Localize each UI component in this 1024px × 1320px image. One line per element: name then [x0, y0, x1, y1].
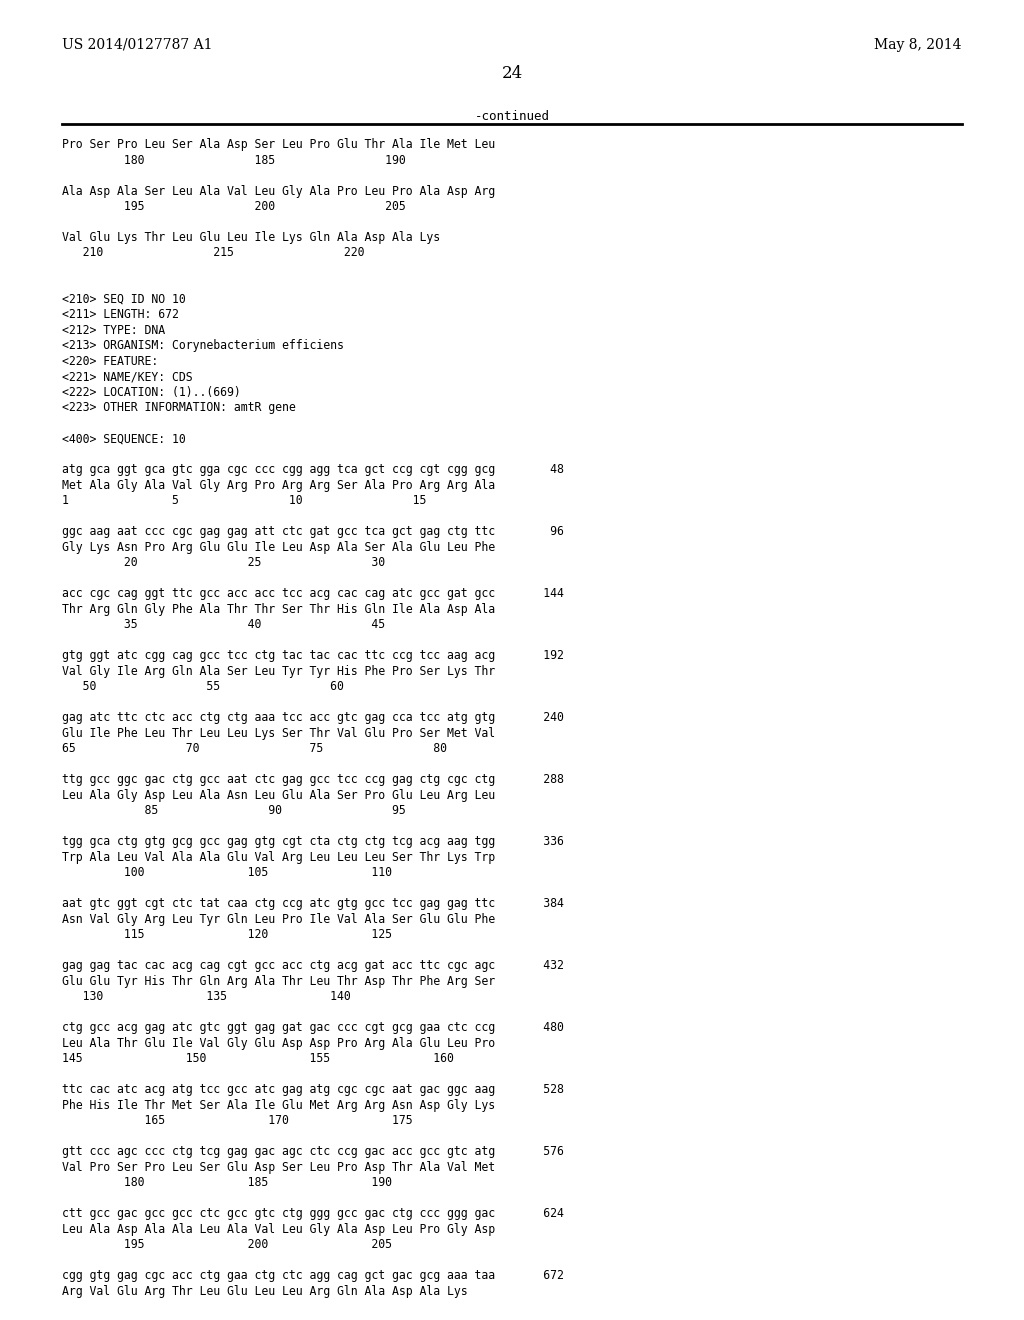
- Text: Glu Glu Tyr His Thr Gln Arg Ala Thr Leu Thr Asp Thr Phe Arg Ser: Glu Glu Tyr His Thr Gln Arg Ala Thr Leu …: [62, 975, 496, 987]
- Text: 65                70                75                80: 65 70 75 80: [62, 742, 447, 755]
- Text: ggc aag aat ccc cgc gag gag att ctc gat gcc tca gct gag ctg ttc        96: ggc aag aat ccc cgc gag gag att ctc gat …: [62, 525, 564, 539]
- Text: 180                185                190: 180 185 190: [62, 153, 406, 166]
- Text: Trp Ala Leu Val Ala Ala Glu Val Arg Leu Leu Leu Ser Thr Lys Trp: Trp Ala Leu Val Ala Ala Glu Val Arg Leu …: [62, 851, 496, 865]
- Text: 115               120               125: 115 120 125: [62, 928, 392, 941]
- Text: 195               200               205: 195 200 205: [62, 1238, 392, 1251]
- Text: ttg gcc ggc gac ctg gcc aat ctc gag gcc tcc ccg gag ctg cgc ctg       288: ttg gcc ggc gac ctg gcc aat ctc gag gcc …: [62, 774, 564, 787]
- Text: ctg gcc acg gag atc gtc ggt gag gat gac ccc cgt gcg gaa ctc ccg       480: ctg gcc acg gag atc gtc ggt gag gat gac …: [62, 1022, 564, 1035]
- Text: Asn Val Gly Arg Leu Tyr Gln Leu Pro Ile Val Ala Ser Glu Glu Phe: Asn Val Gly Arg Leu Tyr Gln Leu Pro Ile …: [62, 913, 496, 927]
- Text: Met Ala Gly Ala Val Gly Arg Pro Arg Arg Ser Ala Pro Arg Arg Ala: Met Ala Gly Ala Val Gly Arg Pro Arg Arg …: [62, 479, 496, 492]
- Text: May 8, 2014: May 8, 2014: [874, 38, 962, 51]
- Text: gag atc ttc ctc acc ctg ctg aaa tcc acc gtc gag cca tcc atg gtg       240: gag atc ttc ctc acc ctg ctg aaa tcc acc …: [62, 711, 564, 725]
- Text: ctt gcc gac gcc gcc ctc gcc gtc ctg ggg gcc gac ctg ccc ggg gac       624: ctt gcc gac gcc gcc ctc gcc gtc ctg ggg …: [62, 1208, 564, 1221]
- Text: Val Gly Ile Arg Gln Ala Ser Leu Tyr Tyr His Phe Pro Ser Lys Thr: Val Gly Ile Arg Gln Ala Ser Leu Tyr Tyr …: [62, 665, 496, 678]
- Text: <211> LENGTH: 672: <211> LENGTH: 672: [62, 309, 179, 322]
- Text: ttc cac atc acg atg tcc gcc atc gag atg cgc cgc aat gac ggc aag       528: ttc cac atc acg atg tcc gcc atc gag atg …: [62, 1084, 564, 1097]
- Text: <220> FEATURE:: <220> FEATURE:: [62, 355, 159, 368]
- Text: 24: 24: [502, 65, 522, 82]
- Text: tgg gca ctg gtg gcg gcc gag gtg cgt cta ctg ctg tcg acg aag tgg       336: tgg gca ctg gtg gcg gcc gag gtg cgt cta …: [62, 836, 564, 849]
- Text: 210                215                220: 210 215 220: [62, 247, 365, 260]
- Text: 195                200                205: 195 200 205: [62, 201, 406, 213]
- Text: <213> ORGANISM: Corynebacterium efficiens: <213> ORGANISM: Corynebacterium efficien…: [62, 339, 344, 352]
- Text: 180               185               190: 180 185 190: [62, 1176, 392, 1189]
- Text: 130               135               140: 130 135 140: [62, 990, 351, 1003]
- Text: 145               150               155               160: 145 150 155 160: [62, 1052, 454, 1065]
- Text: Thr Arg Gln Gly Phe Ala Thr Thr Ser Thr His Gln Ile Ala Asp Ala: Thr Arg Gln Gly Phe Ala Thr Thr Ser Thr …: [62, 603, 496, 616]
- Text: <400> SEQUENCE: 10: <400> SEQUENCE: 10: [62, 433, 185, 446]
- Text: Leu Ala Asp Ala Ala Leu Ala Val Leu Gly Ala Asp Leu Pro Gly Asp: Leu Ala Asp Ala Ala Leu Ala Val Leu Gly …: [62, 1224, 496, 1236]
- Text: <221> NAME/KEY: CDS: <221> NAME/KEY: CDS: [62, 371, 193, 384]
- Text: Ala Asp Ala Ser Leu Ala Val Leu Gly Ala Pro Leu Pro Ala Asp Arg: Ala Asp Ala Ser Leu Ala Val Leu Gly Ala …: [62, 185, 496, 198]
- Text: -continued: -continued: [474, 110, 550, 123]
- Text: acc cgc cag ggt ttc gcc acc acc tcc acg cac cag atc gcc gat gcc       144: acc cgc cag ggt ttc gcc acc acc tcc acg …: [62, 587, 564, 601]
- Text: 100               105               110: 100 105 110: [62, 866, 392, 879]
- Text: atg gca ggt gca gtc gga cgc ccc cgg agg tca gct ccg cgt cgg gcg        48: atg gca ggt gca gtc gga cgc ccc cgg agg …: [62, 463, 564, 477]
- Text: gtg ggt atc cgg cag gcc tcc ctg tac tac cac ttc ccg tcc aag acg       192: gtg ggt atc cgg cag gcc tcc ctg tac tac …: [62, 649, 564, 663]
- Text: Val Glu Lys Thr Leu Glu Leu Ile Lys Gln Ala Asp Ala Lys: Val Glu Lys Thr Leu Glu Leu Ile Lys Gln …: [62, 231, 440, 244]
- Text: Phe His Ile Thr Met Ser Ala Ile Glu Met Arg Arg Asn Asp Gly Lys: Phe His Ile Thr Met Ser Ala Ile Glu Met …: [62, 1100, 496, 1111]
- Text: 85                90                95: 85 90 95: [62, 804, 406, 817]
- Text: <223> OTHER INFORMATION: amtR gene: <223> OTHER INFORMATION: amtR gene: [62, 401, 296, 414]
- Text: 35                40                45: 35 40 45: [62, 619, 385, 631]
- Text: cgg gtg gag cgc acc ctg gaa ctg ctc agg cag gct gac gcg aaa taa       672: cgg gtg gag cgc acc ctg gaa ctg ctc agg …: [62, 1270, 564, 1283]
- Text: Arg Val Glu Arg Thr Leu Glu Leu Leu Arg Gln Ala Asp Ala Lys: Arg Val Glu Arg Thr Leu Glu Leu Leu Arg …: [62, 1284, 468, 1298]
- Text: 165               170               175: 165 170 175: [62, 1114, 413, 1127]
- Text: US 2014/0127787 A1: US 2014/0127787 A1: [62, 38, 213, 51]
- Text: aat gtc ggt cgt ctc tat caa ctg ccg atc gtg gcc tcc gag gag ttc       384: aat gtc ggt cgt ctc tat caa ctg ccg atc …: [62, 898, 564, 911]
- Text: 50                55                60: 50 55 60: [62, 681, 344, 693]
- Text: Val Pro Ser Pro Leu Ser Glu Asp Ser Leu Pro Asp Thr Ala Val Met: Val Pro Ser Pro Leu Ser Glu Asp Ser Leu …: [62, 1162, 496, 1173]
- Text: <210> SEQ ID NO 10: <210> SEQ ID NO 10: [62, 293, 185, 306]
- Text: gag gag tac cac acg cag cgt gcc acc ctg acg gat acc ttc cgc agc       432: gag gag tac cac acg cag cgt gcc acc ctg …: [62, 960, 564, 973]
- Text: 20                25                30: 20 25 30: [62, 557, 385, 569]
- Text: Leu Ala Thr Glu Ile Val Gly Glu Asp Asp Pro Arg Ala Glu Leu Pro: Leu Ala Thr Glu Ile Val Gly Glu Asp Asp …: [62, 1038, 496, 1049]
- Text: Glu Ile Phe Leu Thr Leu Leu Lys Ser Thr Val Glu Pro Ser Met Val: Glu Ile Phe Leu Thr Leu Leu Lys Ser Thr …: [62, 727, 496, 741]
- Text: Pro Ser Pro Leu Ser Ala Asp Ser Leu Pro Glu Thr Ala Ile Met Leu: Pro Ser Pro Leu Ser Ala Asp Ser Leu Pro …: [62, 139, 496, 150]
- Text: <222> LOCATION: (1)..(669): <222> LOCATION: (1)..(669): [62, 385, 241, 399]
- Text: Gly Lys Asn Pro Arg Glu Glu Ile Leu Asp Ala Ser Ala Glu Leu Phe: Gly Lys Asn Pro Arg Glu Glu Ile Leu Asp …: [62, 541, 496, 554]
- Text: gtt ccc agc ccc ctg tcg gag gac agc ctc ccg gac acc gcc gtc atg       576: gtt ccc agc ccc ctg tcg gag gac agc ctc …: [62, 1146, 564, 1159]
- Text: Leu Ala Gly Asp Leu Ala Asn Leu Glu Ala Ser Pro Glu Leu Arg Leu: Leu Ala Gly Asp Leu Ala Asn Leu Glu Ala …: [62, 789, 496, 803]
- Text: 1               5                10                15: 1 5 10 15: [62, 495, 426, 507]
- Text: <212> TYPE: DNA: <212> TYPE: DNA: [62, 323, 165, 337]
